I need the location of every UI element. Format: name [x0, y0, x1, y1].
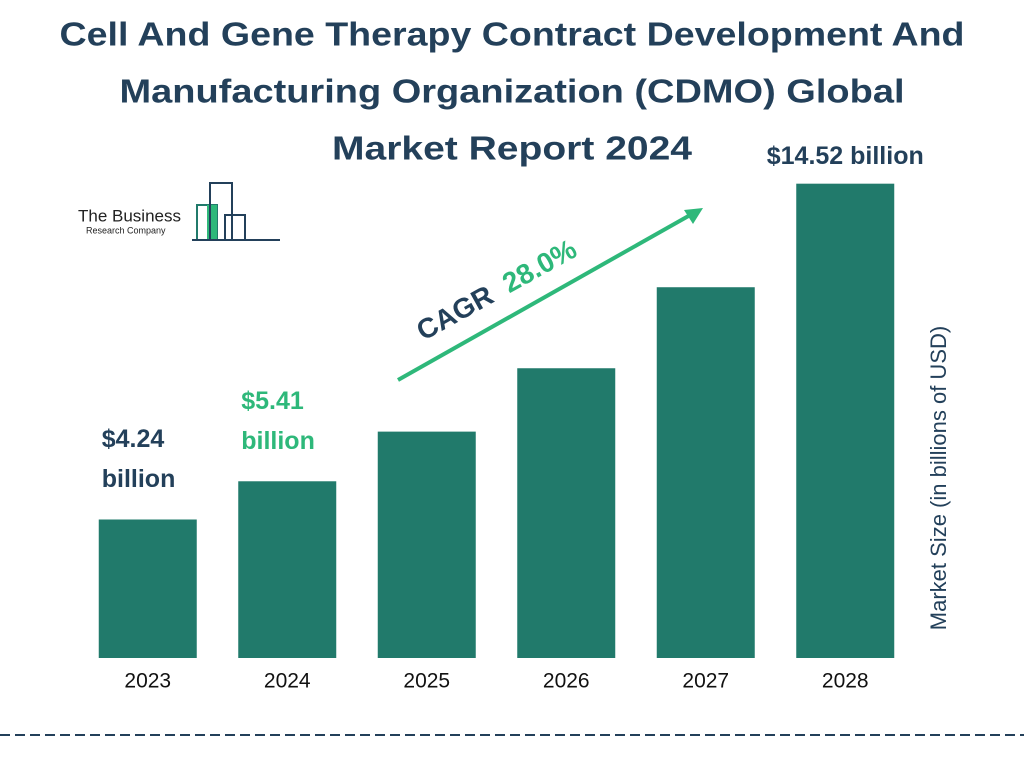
cagr-label: CAGR: [411, 280, 498, 347]
chart-title: Cell And Gene Therapy Contract Developme…: [60, 16, 965, 53]
logo-text: Research Company: [86, 225, 166, 235]
chart-title: Market Report 2024: [332, 130, 693, 167]
bar: [238, 481, 337, 658]
logo-icon: [207, 205, 217, 240]
bar: [656, 287, 755, 658]
bar: [377, 431, 476, 658]
x-tick-label: 2024: [264, 670, 311, 693]
x-tick-label: 2023: [124, 670, 171, 693]
bar: [517, 368, 616, 658]
logo-text: The Business: [78, 206, 181, 225]
chart-title: Manufacturing Organization (CDMO) Global: [120, 73, 905, 110]
value-label: $4.24 billion: [101, 425, 176, 494]
bar: [98, 519, 197, 658]
cagr-arrowhead: [684, 208, 703, 224]
x-tick-label: 2027: [682, 670, 729, 693]
x-tick-label: 2028: [822, 670, 869, 693]
value-label: $5.41 billion: [241, 387, 315, 456]
y-axis-label: Market Size (in billions of USD): [926, 326, 951, 630]
value-label: $14.52 billion: [766, 141, 924, 170]
x-tick-label: 2025: [403, 670, 450, 693]
logo: The Business Research Company: [78, 182, 280, 241]
cagr-value: 28.0%: [497, 233, 582, 299]
x-tick-label: 2026: [543, 670, 590, 693]
logo-icon: [224, 214, 246, 241]
cagr-arrow: [397, 212, 693, 382]
bar: [796, 183, 895, 658]
